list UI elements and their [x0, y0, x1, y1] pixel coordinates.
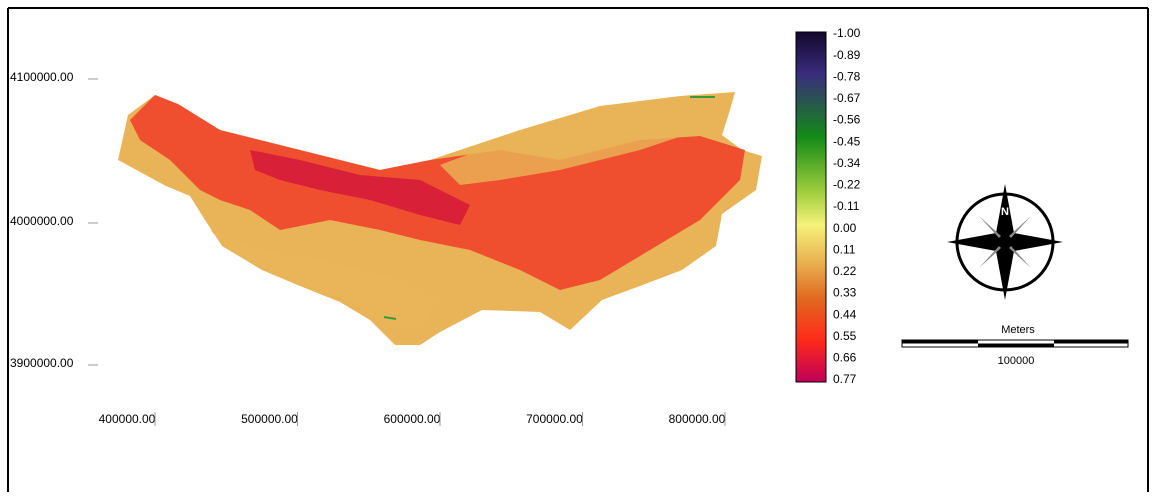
legend-label: -0.89 — [833, 48, 861, 62]
legend-label: 0.55 — [833, 329, 857, 343]
y-label: 4100000.00 — [10, 70, 74, 84]
x-label: 600000.00 — [384, 412, 441, 426]
legend-color-ramp — [796, 32, 826, 382]
scale-length: 100000 — [998, 355, 1035, 367]
legend-label: -0.11 — [833, 199, 860, 213]
x-label: 800000.00 — [669, 412, 726, 426]
compass-label: N — [1001, 206, 1009, 218]
legend-label: -1.00 — [833, 26, 861, 40]
legend-label: 0.44 — [833, 307, 857, 321]
scale-bar: Meters 100000 — [902, 324, 1128, 367]
legend-label: -0.45 — [833, 134, 861, 148]
legend-label: 0.66 — [833, 351, 857, 365]
x-axis-labels: 400000.00 500000.00 600000.00 700000.00 8000… — [99, 412, 726, 426]
legend-label: -0.56 — [833, 113, 861, 127]
legend-label: 0.22 — [833, 264, 857, 278]
legend-labels: -1.00 -0.89 -0.78 -0.67 -0.56 -0.45 -0.34 -0.22… — [833, 26, 861, 386]
legend-label: 0.33 — [833, 286, 857, 300]
x-label: 400000.00 — [99, 412, 156, 426]
legend-label: 0.11 — [833, 242, 856, 256]
legend-label: -0.22 — [833, 178, 861, 192]
legend-label: -0.34 — [833, 156, 861, 170]
legend-label: 0.77 — [833, 372, 857, 386]
north-arrow: N — [947, 184, 1063, 300]
y-label: 4000000.00 — [10, 214, 74, 228]
legend-label: -0.67 — [833, 91, 861, 105]
x-label: 700000.00 — [526, 412, 583, 426]
y-label: 3900000.00 — [10, 356, 74, 370]
legend-label: 0.00 — [833, 221, 857, 235]
raster-region — [118, 92, 762, 345]
scale-unit: Meters — [1001, 324, 1035, 336]
y-axis-labels: 4100000.00 4000000.00 3900000.00 — [10, 70, 98, 370]
x-label: 500000.00 — [241, 412, 298, 426]
legend-label: -0.78 — [833, 69, 861, 83]
map-page: 4100000.00 4000000.00 3900000.00 400000.00… — [0, 0, 1156, 492]
